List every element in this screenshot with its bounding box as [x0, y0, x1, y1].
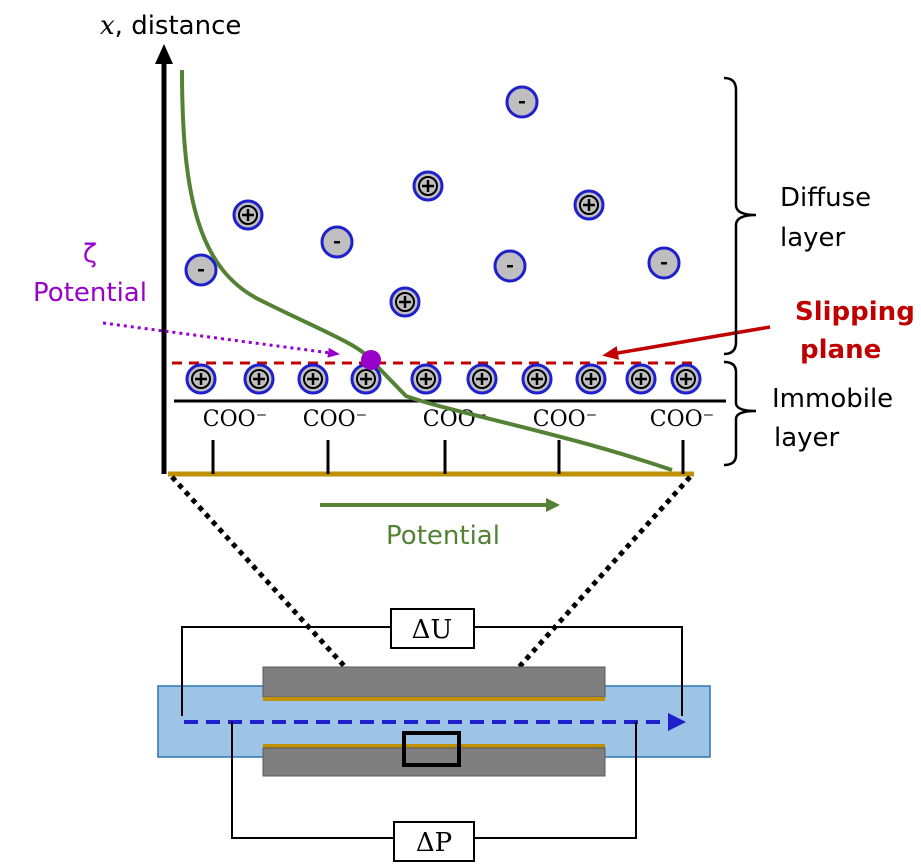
anion-ion: [647, 246, 681, 280]
delta-p-label: ΔP: [416, 828, 452, 858]
cation-ion: [573, 189, 605, 221]
delta-u-box: [390, 608, 475, 649]
delta-p-wire-left: [231, 722, 394, 839]
cation-ion: [625, 363, 657, 395]
diffuse-layer-label-line2: layer: [780, 223, 846, 253]
bottom-plate: [262, 747, 606, 777]
flow-arrowhead: [668, 713, 686, 731]
delta-p-box: [393, 821, 475, 862]
anion-ion: [320, 225, 354, 259]
cation-ion: [412, 170, 444, 202]
cation-ion: [297, 363, 329, 395]
zeta-pointer-arrow: [102, 321, 340, 358]
cation-ion: [232, 199, 264, 231]
cation-ion: [521, 363, 553, 395]
axis-label: x, distance: [100, 11, 241, 41]
slipping-plane-label-line1: Slipping: [795, 297, 915, 327]
carboxylate-groups: COO⁻ COO⁻ COO⁻ COO⁻ COO⁻: [203, 407, 715, 432]
diffuse-layer-brace: [723, 76, 757, 356]
axis-unit: , distance: [115, 11, 242, 41]
cation-ion: [410, 363, 442, 395]
immobile-layer-brace: [723, 360, 757, 467]
zeta-point: [361, 350, 381, 370]
slipping-plane-label-line2: plane: [800, 335, 881, 365]
top-plate: [262, 666, 606, 698]
zeta-symbol: ζ: [83, 239, 97, 269]
cation-ion: [575, 363, 607, 395]
delta-u-wire-right: [474, 626, 683, 716]
cation-ion: [350, 363, 382, 395]
delta-u-label: ΔU: [412, 615, 453, 645]
anion-ion: [505, 85, 539, 119]
group-label: COO⁻: [303, 407, 368, 432]
cation-ion: [185, 363, 217, 395]
group-label: COO⁻: [203, 407, 268, 432]
diffuse-ions: [184, 85, 681, 318]
anion-ion: [493, 249, 527, 283]
cation-ion: [243, 363, 275, 395]
cation-ion: [389, 286, 421, 318]
potential-curve: [180, 69, 673, 472]
axis-var: x: [100, 11, 115, 41]
diffuse-layer-label-line1: Diffuse: [780, 183, 871, 213]
group-label: COO⁻: [650, 407, 715, 432]
cation-ion: [466, 363, 498, 395]
zeta-potential-label: Potential: [33, 278, 147, 308]
zoom-region-box: [402, 731, 461, 767]
top-plate-coating: [263, 697, 605, 701]
x-axis-arrowhead: [155, 44, 173, 64]
slipping-plane-arrow: [602, 325, 771, 360]
immobile-layer-label-line1: Immobile: [772, 384, 893, 414]
delta-u-wire-left: [181, 626, 391, 716]
surface-tethers: [211, 440, 685, 474]
anion-ion: [184, 253, 218, 287]
cation-ion: [670, 363, 702, 395]
potential-direction-label: Potential: [386, 521, 500, 551]
immobile-cations: [185, 363, 702, 395]
bottom-plate-coating: [263, 744, 605, 748]
group-label: COO⁻: [533, 407, 598, 432]
delta-p-wire-right: [474, 722, 637, 839]
immobile-layer-label-line2: layer: [774, 423, 840, 453]
